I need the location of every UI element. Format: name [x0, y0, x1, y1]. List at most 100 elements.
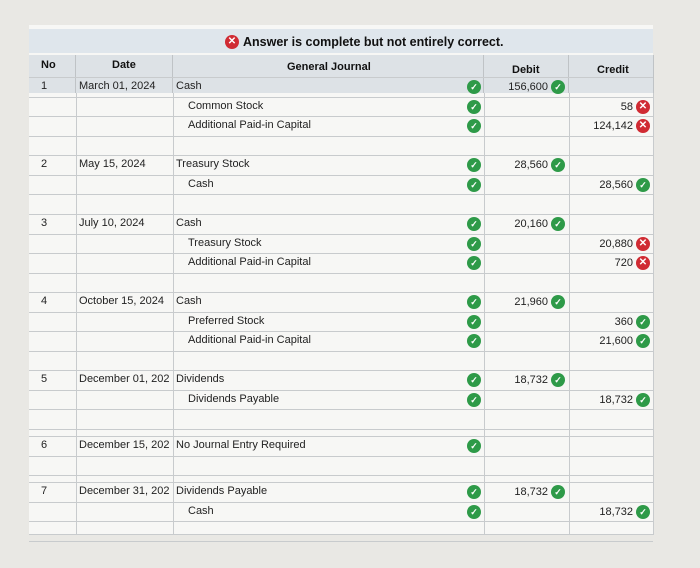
row-divider: [29, 428, 653, 430]
debit-value: 18,732: [514, 486, 548, 498]
debit-value: 28,560: [514, 159, 548, 171]
debit-value: 20,160: [514, 218, 548, 230]
check-icon: ✓: [467, 177, 481, 192]
entry-number: 6: [41, 439, 48, 451]
check-icon: ✓: [467, 373, 481, 387]
entry-number: 5: [41, 373, 48, 385]
account-name[interactable]: Common Stock: [188, 99, 264, 112]
row-divider: [29, 174, 653, 176]
row-divider: [29, 501, 653, 503]
credit-value: 18,732: [599, 505, 633, 518]
account-name[interactable]: Cash: [176, 80, 202, 92]
account-name[interactable]: Additional Paid-in Capital: [188, 256, 311, 268]
account-name[interactable]: Treasury Stock: [176, 158, 250, 170]
row-divider: [29, 350, 653, 352]
credit-value: 20,880: [599, 237, 633, 250]
debit-value: 21,960: [514, 296, 548, 308]
check-icon: ✓: [467, 392, 481, 407]
credit-amount[interactable]: 58 ✕: [569, 99, 650, 114]
check-icon: ✓: [551, 485, 565, 499]
check-icon: ✓: [467, 158, 481, 172]
row-divider: [29, 233, 653, 235]
row-divider: [29, 214, 653, 215]
check-icon: ✓: [467, 99, 481, 114]
credit-value: 28,560: [599, 178, 633, 191]
debit-amount[interactable]: 156,600 ✓: [484, 80, 565, 94]
entry-date[interactable]: October 15, 2024: [79, 295, 165, 307]
account-name[interactable]: No Journal Entry Required: [176, 439, 306, 451]
check-icon: ✓: [467, 119, 481, 133]
incorrect-icon: ✕: [636, 236, 650, 251]
credit-amount[interactable]: 720 ✕: [569, 256, 650, 270]
check-icon: ✓: [636, 392, 650, 407]
credit-amount[interactable]: 21,600 ✓: [569, 334, 650, 348]
row-divider: [29, 135, 653, 137]
account-name[interactable]: Cash: [176, 295, 202, 307]
credit-amount[interactable]: 18,732 ✓: [569, 504, 650, 519]
feedback-banner: ✕ Answer is complete but not entirely co…: [29, 29, 653, 53]
row-divider: [29, 96, 653, 98]
check-icon: ✓: [467, 295, 481, 309]
account-name[interactable]: Dividends Payable: [188, 392, 280, 405]
debit-amount[interactable]: 20,160 ✓: [484, 217, 565, 231]
entry-date[interactable]: December 31, 202: [79, 485, 170, 497]
account-name[interactable]: Preferred Stock: [188, 314, 265, 327]
check-icon: ✓: [467, 439, 481, 453]
incorrect-icon: ✕: [636, 99, 650, 114]
column-divider: [76, 93, 77, 535]
row-divider: [29, 155, 653, 156]
credit-amount[interactable]: 28,560 ✓: [569, 177, 650, 192]
check-icon: ✓: [636, 504, 650, 519]
row-divider: [29, 540, 653, 542]
row-divider: [29, 116, 653, 117]
debit-value: 156,600: [508, 81, 548, 93]
row-divider: [29, 311, 653, 313]
row-divider: [29, 370, 653, 371]
credit-value: 124,142: [593, 120, 633, 132]
column-divider: [484, 93, 485, 535]
credit-amount[interactable]: 360 ✓: [569, 314, 650, 329]
check-icon: ✓: [467, 314, 481, 329]
credit-amount[interactable]: 124,142 ✕: [569, 119, 650, 133]
entry-date[interactable]: December 01, 202: [79, 373, 170, 385]
check-icon: ✓: [551, 80, 565, 94]
account-name[interactable]: Additional Paid-in Capital: [188, 334, 311, 346]
account-name[interactable]: Cash: [176, 217, 202, 229]
header-date: Date: [76, 55, 173, 93]
row-divider: [29, 272, 653, 274]
account-name[interactable]: Treasury Stock: [188, 236, 262, 249]
account-name[interactable]: Cash: [188, 177, 214, 190]
debit-amount[interactable]: 18,732 ✓: [484, 485, 565, 499]
debit-amount[interactable]: 21,960 ✓: [484, 295, 565, 309]
account-name[interactable]: Dividends Payable: [176, 485, 268, 497]
check-icon: ✓: [467, 217, 481, 231]
entry-date[interactable]: July 10, 2024: [79, 217, 145, 229]
entry-date[interactable]: March 01, 2024: [79, 80, 156, 92]
check-icon: ✓: [467, 256, 481, 270]
check-icon: ✓: [636, 314, 650, 329]
account-name[interactable]: Dividends: [176, 373, 225, 385]
check-icon: ✓: [636, 334, 650, 348]
column-divider: [653, 93, 654, 535]
credit-amount[interactable]: 20,880 ✕: [569, 236, 650, 251]
entry-number: 7: [41, 485, 48, 497]
credit-amount[interactable]: 18,732 ✓: [569, 392, 650, 407]
entry-number: 2: [41, 158, 48, 170]
header-general-journal: General Journal: [173, 55, 484, 93]
row-divider: [29, 455, 653, 457]
row-divider: [29, 409, 653, 410]
header-no: No: [29, 55, 76, 93]
row-divider: [29, 436, 653, 437]
entry-date[interactable]: May 15, 2024: [79, 158, 146, 170]
account-name[interactable]: Cash: [188, 504, 214, 517]
entry-date[interactable]: December 15, 202: [79, 439, 170, 451]
debit-amount[interactable]: 18,732 ✓: [484, 373, 565, 387]
debit-value: 18,732: [514, 374, 548, 386]
credit-value: 58: [620, 100, 633, 113]
check-icon: ✓: [467, 504, 481, 519]
check-icon: ✓: [551, 217, 565, 231]
check-icon: ✓: [467, 334, 481, 348]
account-name[interactable]: Additional Paid-in Capital: [188, 119, 311, 131]
row-divider: [29, 253, 653, 254]
debit-amount[interactable]: 28,560 ✓: [484, 158, 565, 172]
